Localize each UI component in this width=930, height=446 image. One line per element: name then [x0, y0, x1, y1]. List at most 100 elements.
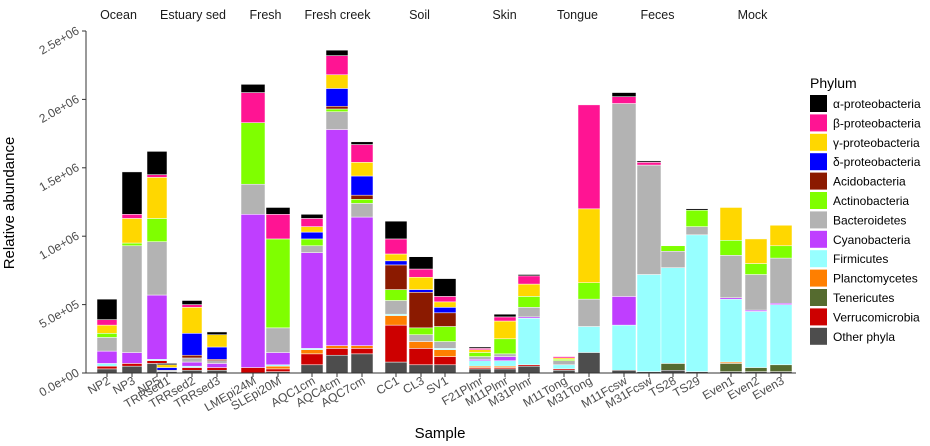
- bar-segment: [408, 292, 434, 329]
- legend-label: Cyanobacteria: [833, 233, 911, 247]
- legend-swatch: [810, 250, 827, 268]
- bar-segment: [265, 352, 291, 366]
- bar-stack: [685, 208, 709, 374]
- bar-segment: [408, 341, 434, 349]
- facet-label: Fresh creek: [305, 8, 372, 22]
- bar-segment: [156, 367, 178, 371]
- bar-segment: [350, 194, 374, 200]
- bar-segment: [240, 92, 266, 123]
- bar-segment: [300, 214, 324, 219]
- bar-stack: [121, 171, 143, 374]
- bar-segment: [384, 300, 408, 315]
- bar-segment: [552, 360, 576, 366]
- bar-stack: [206, 331, 228, 374]
- bar-segment: [433, 349, 457, 357]
- bar-segment: [517, 283, 541, 297]
- bar-segment: [468, 360, 492, 367]
- legend-item: Actinobacteria: [810, 192, 909, 209]
- y-tick-label: 2.5e+06: [37, 23, 82, 57]
- bar-segment: [611, 96, 637, 104]
- bar-segment: [769, 225, 793, 247]
- bar-segment: [300, 353, 324, 366]
- bar-segment: [300, 252, 324, 349]
- bar-segment: [552, 356, 576, 359]
- bar-segment: [719, 255, 743, 299]
- bar-segment: [96, 333, 118, 338]
- bar-segment: [121, 242, 143, 247]
- bar-segment: [96, 319, 118, 326]
- bar-segment: [96, 350, 118, 364]
- bar-stack: [240, 84, 266, 374]
- bar-stack: [156, 363, 178, 374]
- bar-segment: [325, 88, 349, 107]
- facet-label: Mock: [738, 8, 769, 22]
- legend-item: Bacteroidetes: [810, 211, 906, 229]
- bar-segment: [468, 356, 492, 360]
- bar-segment: [433, 278, 457, 297]
- facet-label: Estuary sed: [160, 8, 226, 22]
- bar-stack: [636, 160, 662, 374]
- bar-segment: [660, 363, 686, 371]
- bar-segment: [408, 256, 434, 270]
- bar-segment: [240, 214, 266, 368]
- bar-segment: [121, 245, 143, 353]
- legend-label: δ-proteobacteria: [833, 155, 921, 169]
- legend-label: Verrucomicrobia: [833, 310, 920, 324]
- y-tick-label: 0.0e+00: [37, 365, 82, 399]
- bar-segment: [433, 301, 457, 308]
- x-tick-label: CC1: [374, 373, 402, 397]
- bar-segment: [552, 364, 576, 370]
- bar-segment: [96, 298, 118, 320]
- legend-label: γ-proteobacteria: [833, 136, 920, 150]
- bar-segment: [265, 207, 291, 215]
- bar-stack: [96, 298, 118, 374]
- bar-segment: [181, 300, 203, 305]
- bar-segment: [240, 84, 266, 93]
- bar-segment: [493, 368, 517, 374]
- bar-segment: [265, 327, 291, 353]
- bar-segment: [156, 363, 178, 366]
- bar-segment: [146, 360, 168, 364]
- bar-segment: [408, 276, 434, 290]
- bar-segment: [660, 267, 686, 364]
- bar-segment: [265, 214, 291, 240]
- bar-segment: [350, 203, 374, 218]
- bar-segment: [384, 260, 408, 266]
- legend-label: β-proteobacteria: [833, 116, 921, 130]
- bar-segment: [468, 346, 492, 349]
- bar-stack: [744, 238, 768, 374]
- bar-stack: [611, 92, 637, 374]
- bar-segment: [384, 361, 408, 374]
- bar-segment: [265, 368, 291, 372]
- bar-segment: [181, 333, 203, 356]
- y-tick-label: 1.0e+06: [37, 229, 82, 263]
- bar-stack: [719, 207, 743, 374]
- bar-segment: [577, 326, 601, 353]
- bar-segment: [206, 367, 228, 371]
- bar-segment: [325, 108, 349, 112]
- bar-segment: [493, 360, 517, 367]
- bar-segment: [300, 231, 324, 240]
- bar-segment: [96, 337, 118, 352]
- bar-stack: [769, 225, 793, 374]
- bar-segment: [146, 241, 168, 296]
- bar-segment: [636, 162, 662, 166]
- bar-stack: [325, 49, 349, 374]
- bar-segment: [468, 352, 492, 357]
- bar-segment: [685, 208, 709, 211]
- legend-item: Acidobacteria: [810, 172, 906, 190]
- legend-swatch: [810, 327, 827, 345]
- bar-segment: [660, 250, 686, 268]
- bar-segment: [181, 361, 203, 367]
- bar-segment: [121, 352, 143, 364]
- bar-segment: [265, 238, 291, 329]
- bar-segment: [350, 144, 374, 163]
- bar-segment: [96, 363, 118, 367]
- bar-segment: [121, 363, 143, 367]
- bar-stack: [350, 141, 374, 374]
- legend-title: Phylum: [810, 75, 857, 91]
- y-tick-label: 1.5e+06: [37, 160, 82, 194]
- bar-segment: [121, 365, 143, 374]
- bar-segment: [636, 164, 662, 275]
- bar-segment: [517, 365, 541, 374]
